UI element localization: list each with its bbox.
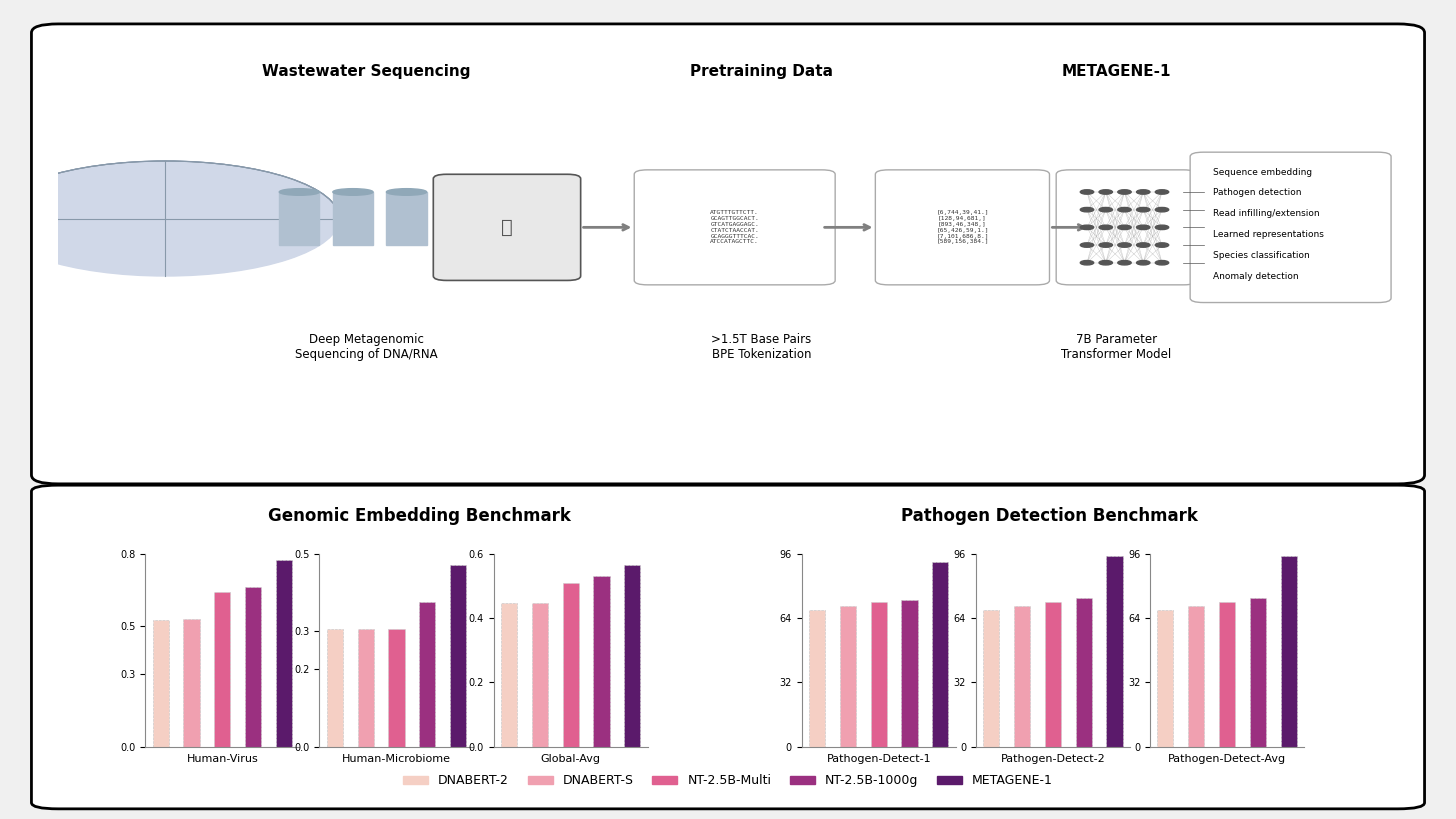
Circle shape xyxy=(1080,260,1093,265)
Circle shape xyxy=(1155,207,1169,212)
Ellipse shape xyxy=(386,188,427,195)
Bar xyxy=(1280,555,1297,747)
Bar xyxy=(326,629,344,747)
FancyBboxPatch shape xyxy=(875,170,1050,285)
Bar xyxy=(333,192,373,245)
Circle shape xyxy=(1080,190,1093,194)
X-axis label: Pathogen-Detect-1: Pathogen-Detect-1 xyxy=(827,753,930,763)
Bar xyxy=(932,562,948,747)
Text: >1.5T Base Pairs
BPE Tokenization: >1.5T Base Pairs BPE Tokenization xyxy=(712,333,811,361)
Circle shape xyxy=(1155,225,1169,229)
Bar xyxy=(386,192,427,245)
Bar xyxy=(1107,555,1123,747)
Text: METAGENE-1: METAGENE-1 xyxy=(1061,64,1171,79)
Bar xyxy=(1045,602,1061,747)
Bar xyxy=(389,629,405,747)
Text: Learned representations: Learned representations xyxy=(1213,230,1324,239)
Legend: DNABERT-2, DNABERT-S, NT-2.5B-Multi, NT-2.5B-1000g, METAGENE-1: DNABERT-2, DNABERT-S, NT-2.5B-Multi, NT-… xyxy=(397,769,1059,792)
Circle shape xyxy=(1099,207,1112,212)
Bar xyxy=(419,602,435,747)
Bar xyxy=(594,576,610,747)
FancyBboxPatch shape xyxy=(32,24,1424,484)
Bar xyxy=(1013,606,1029,747)
Circle shape xyxy=(1099,190,1112,194)
Bar xyxy=(245,587,261,747)
Bar xyxy=(871,602,887,747)
Bar xyxy=(840,606,856,747)
Circle shape xyxy=(1118,225,1131,229)
Text: Wastewater Sequencing: Wastewater Sequencing xyxy=(262,64,470,79)
Bar xyxy=(214,592,230,747)
FancyBboxPatch shape xyxy=(1056,170,1197,285)
Circle shape xyxy=(1118,260,1131,265)
Circle shape xyxy=(1080,242,1093,247)
Circle shape xyxy=(1137,242,1150,247)
Text: Read infilling/extension: Read infilling/extension xyxy=(1213,209,1319,218)
Bar xyxy=(450,565,466,747)
Text: Pretraining Data: Pretraining Data xyxy=(690,64,833,79)
Ellipse shape xyxy=(280,188,319,195)
Text: ATGTTTGTTCTT.
GCAGTTGGCACT.
GTCATGAGGAGC.
CTATCTAACCAT.
GCAGGGTTTCAC.
ATCCATAGCT: ATGTTTGTTCTT. GCAGTTGGCACT. GTCATGAGGAGC… xyxy=(711,210,759,244)
Bar xyxy=(183,619,199,747)
Circle shape xyxy=(1137,225,1150,229)
Ellipse shape xyxy=(333,188,373,195)
Bar xyxy=(625,565,641,747)
Circle shape xyxy=(1099,242,1112,247)
Bar xyxy=(1188,606,1204,747)
Bar xyxy=(562,582,578,747)
Bar xyxy=(810,610,826,747)
Text: ⬛: ⬛ xyxy=(501,218,513,237)
Text: Pathogen Detection Benchmark: Pathogen Detection Benchmark xyxy=(901,507,1198,525)
Bar xyxy=(983,610,999,747)
X-axis label: Global-Avg: Global-Avg xyxy=(540,753,601,763)
Bar xyxy=(153,620,169,747)
Circle shape xyxy=(1080,207,1093,212)
X-axis label: Pathogen-Detect-2: Pathogen-Detect-2 xyxy=(1000,753,1105,763)
Text: Genomic Embedding Benchmark: Genomic Embedding Benchmark xyxy=(268,507,571,525)
Text: Deep Metagenomic
Sequencing of DNA/RNA: Deep Metagenomic Sequencing of DNA/RNA xyxy=(296,333,438,361)
Circle shape xyxy=(1137,260,1150,265)
Bar xyxy=(501,604,517,747)
Text: Species classification: Species classification xyxy=(1213,251,1309,260)
Circle shape xyxy=(1155,260,1169,265)
Text: Anomaly detection: Anomaly detection xyxy=(1213,272,1299,280)
Circle shape xyxy=(1155,190,1169,194)
Bar xyxy=(1219,602,1235,747)
Circle shape xyxy=(1137,207,1150,212)
X-axis label: Human-Virus: Human-Virus xyxy=(186,753,258,763)
FancyBboxPatch shape xyxy=(1190,152,1390,302)
X-axis label: Pathogen-Detect-Avg: Pathogen-Detect-Avg xyxy=(1168,753,1286,763)
Text: Pathogen detection: Pathogen detection xyxy=(1213,188,1302,197)
Circle shape xyxy=(1118,190,1131,194)
Circle shape xyxy=(0,161,339,276)
Bar xyxy=(1076,598,1092,747)
Circle shape xyxy=(1137,190,1150,194)
Circle shape xyxy=(1080,225,1093,229)
Bar xyxy=(1158,610,1174,747)
Circle shape xyxy=(1099,260,1112,265)
Bar xyxy=(275,559,293,747)
X-axis label: Human-Microbiome: Human-Microbiome xyxy=(342,753,451,763)
Bar xyxy=(901,600,917,747)
Circle shape xyxy=(1118,242,1131,247)
Text: [6,744,39,41.]
[128,94,681,]
[893,46,348,]
[65,426,59,1.]
[7,101,686,8.]
[589,15: [6,744,39,41.] [128,94,681,] [893,46,348… xyxy=(936,210,989,244)
Circle shape xyxy=(1155,242,1169,247)
Circle shape xyxy=(1118,207,1131,212)
Text: 7B Parameter
Transformer Model: 7B Parameter Transformer Model xyxy=(1061,333,1172,361)
Bar xyxy=(531,604,547,747)
Circle shape xyxy=(1099,225,1112,229)
Bar xyxy=(280,192,319,245)
FancyBboxPatch shape xyxy=(635,170,836,285)
Bar xyxy=(1249,598,1265,747)
Bar xyxy=(358,629,374,747)
FancyBboxPatch shape xyxy=(32,485,1424,809)
FancyBboxPatch shape xyxy=(434,174,581,280)
Text: Sequence embedding: Sequence embedding xyxy=(1213,168,1312,177)
